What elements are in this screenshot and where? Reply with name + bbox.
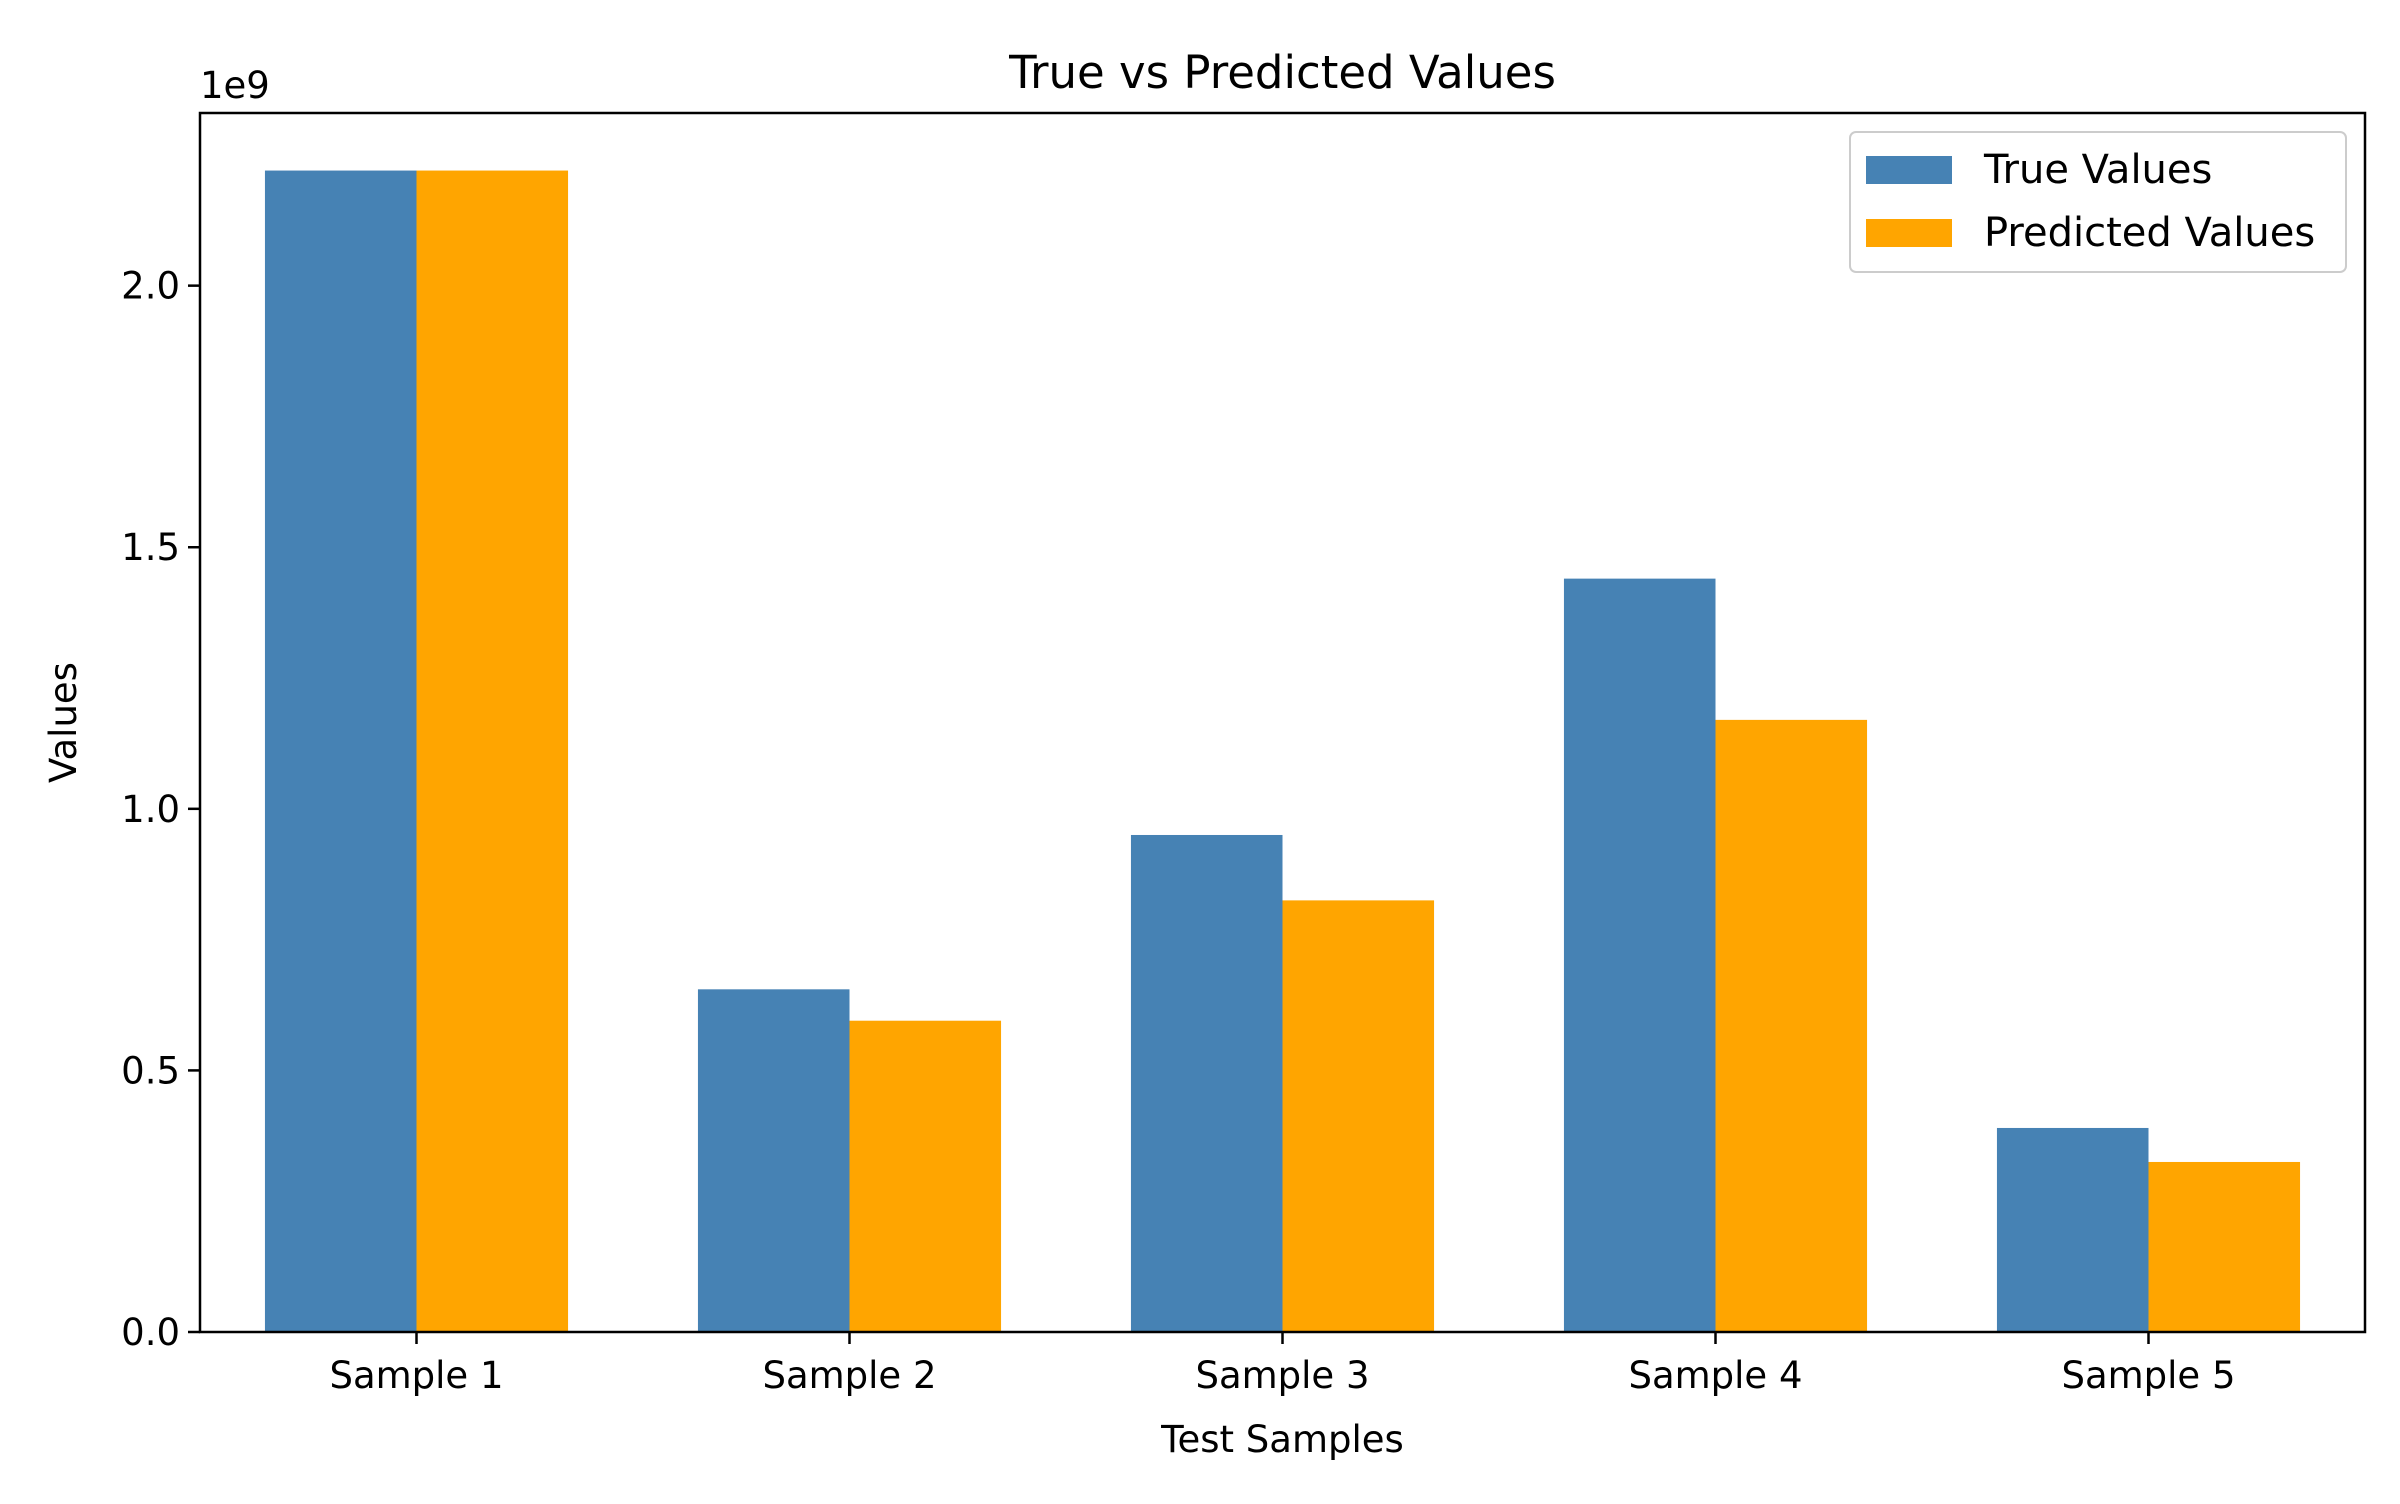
- x-axis-ticks: Sample 1 Sample 2 Sample 3 Sample 4 Sample 5: [329, 1332, 2236, 1397]
- chart-title: True vs Predicted Values: [1008, 46, 1556, 99]
- x-tick-label: Sample 5: [2061, 1354, 2235, 1397]
- y-tick-label: 1.5: [121, 526, 180, 569]
- y-axis-ticks: 0.0 0.5 1.0 1.5 2.0: [121, 265, 200, 1354]
- bar-predicted-values-1: [416, 170, 569, 1332]
- x-tick-label: Sample 4: [1628, 1354, 1802, 1397]
- y-tick-label: 0.5: [121, 1049, 180, 1092]
- legend: True Values Predicted Values: [1849, 131, 2347, 273]
- legend-box: [1849, 131, 2347, 273]
- bar-true-values-5: [1996, 1127, 2149, 1332]
- bar-predicted-values-2: [849, 1020, 1002, 1332]
- legend-label-true-values: True Values: [1983, 147, 2212, 193]
- legend-swatch-predicted-values: [1866, 219, 1952, 247]
- y-tick-label: 2.0: [121, 265, 180, 308]
- x-tick-label: Sample 3: [1195, 1354, 1369, 1397]
- bar-predicted-values-5: [2148, 1161, 2301, 1332]
- x-axis-label: Test Samples: [1160, 1418, 1404, 1461]
- x-tick-label: Sample 2: [762, 1354, 936, 1397]
- bar-true-values-4: [1563, 578, 1716, 1332]
- legend-swatch-true-values: [1866, 156, 1952, 184]
- y-tick-label: 1.0: [121, 788, 180, 831]
- x-tick-label: Sample 1: [329, 1354, 503, 1397]
- bar-true-values-3: [1130, 834, 1283, 1332]
- bar-true-values-2: [697, 989, 850, 1332]
- bar-predicted-values-4: [1715, 719, 1868, 1332]
- bar-predicted-values-3: [1282, 900, 1435, 1332]
- bar-true-values-1: [264, 170, 417, 1332]
- bars-layer: [264, 170, 2301, 1332]
- y-axis-label: Values: [42, 662, 85, 783]
- y-tick-label: 0.0: [121, 1311, 180, 1354]
- legend-label-predicted-values: Predicted Values: [1984, 210, 2315, 256]
- y-axis-offset-label: 1e9: [200, 64, 270, 107]
